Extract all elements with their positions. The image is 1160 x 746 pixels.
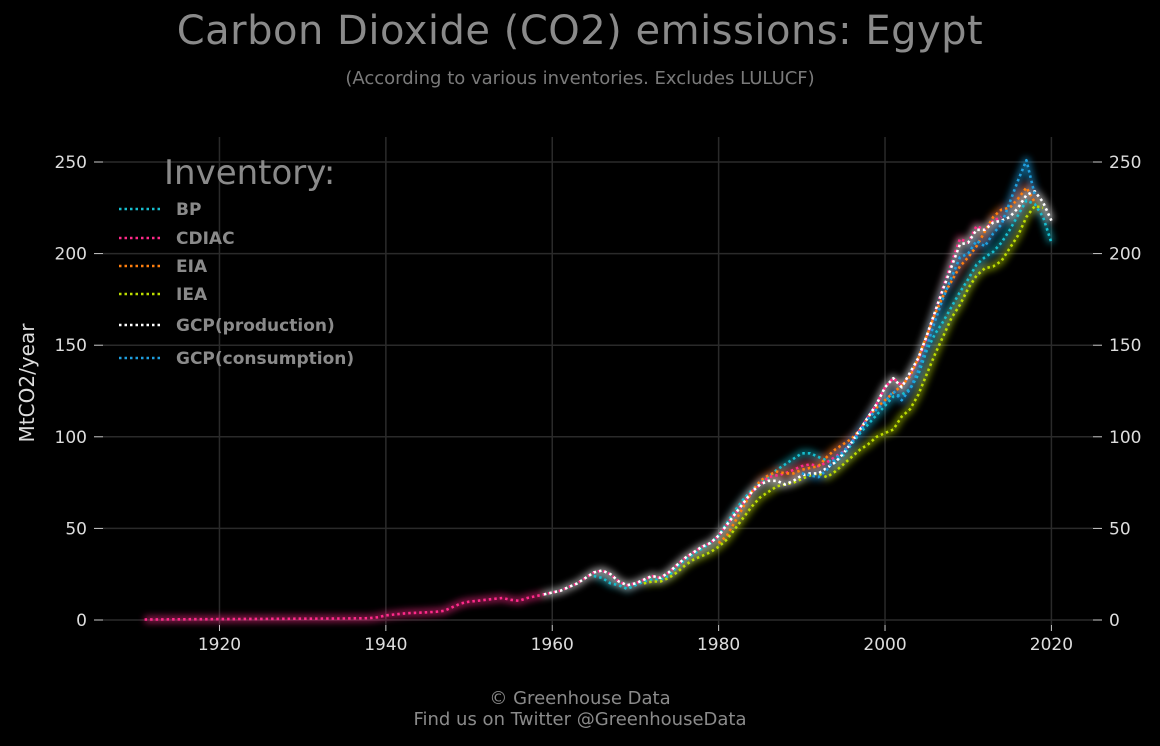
x-tick-label: 1920 <box>198 635 241 655</box>
y-tick-label-left: 0 <box>76 611 87 631</box>
legend-title: Inventory: <box>164 153 335 193</box>
series-lines <box>144 158 1053 621</box>
y-tick-label-left: 150 <box>55 336 87 356</box>
y-tick-label-right: 200 <box>1109 245 1141 265</box>
footer-twitter: Find us on Twitter @GreenhouseData <box>413 709 747 730</box>
grid-lines <box>103 137 1093 625</box>
series-glow-bp <box>593 197 1055 593</box>
y-tick-label-left: 200 <box>55 245 87 265</box>
y-tick-label-right: 50 <box>1109 519 1131 539</box>
line-glow-layer <box>144 156 1055 623</box>
y-tick-label-right: 250 <box>1109 153 1141 173</box>
chart-title: Carbon Dioxide (CO2) emissions: Egypt <box>176 8 984 54</box>
axis-ticks: 1920 1940 1960 1980 2000 2020 0 0 50 50 100 100 150 1… <box>55 153 1142 655</box>
legend: Inventory: BP CDIAC EIA IEA GCP(production) G… <box>119 153 354 369</box>
y-axis-label: MtCO2/year <box>15 323 39 443</box>
x-tick-label: 1940 <box>364 635 407 655</box>
legend-label-bp: BP <box>176 200 201 220</box>
chart-subtitle: (According to various inventories. Exclu… <box>345 68 815 89</box>
legend-label-iea: IEA <box>176 285 208 305</box>
y-tick-label-left: 50 <box>65 519 87 539</box>
series-line-cdiac <box>144 215 1003 621</box>
y-tick-label-right: 100 <box>1109 428 1141 448</box>
y-tick-label-right: 150 <box>1109 336 1141 356</box>
x-tick-label: 1980 <box>697 635 740 655</box>
legend-label-gcp-consumption: GCP(consumption) <box>176 349 354 369</box>
footer-copyright: © Greenhouse Data <box>489 688 671 709</box>
series-line-gcp-production <box>543 190 1053 596</box>
series-line-iea <box>643 204 1044 585</box>
y-tick-label-right: 0 <box>1109 611 1120 631</box>
x-tick-label: 1960 <box>531 635 574 655</box>
series-line-gcp-consumption <box>801 158 1037 479</box>
x-tick-label: 2000 <box>863 635 906 655</box>
series-line-eia <box>717 186 1036 545</box>
y-tick-label-left: 100 <box>55 428 87 448</box>
legend-label-eia: EIA <box>176 257 208 277</box>
x-tick-label: 2020 <box>1030 635 1073 655</box>
y-tick-label-left: 250 <box>55 153 87 173</box>
legend-label-gcp-production: GCP(production) <box>176 316 335 336</box>
legend-label-cdiac: CDIAC <box>176 229 235 249</box>
